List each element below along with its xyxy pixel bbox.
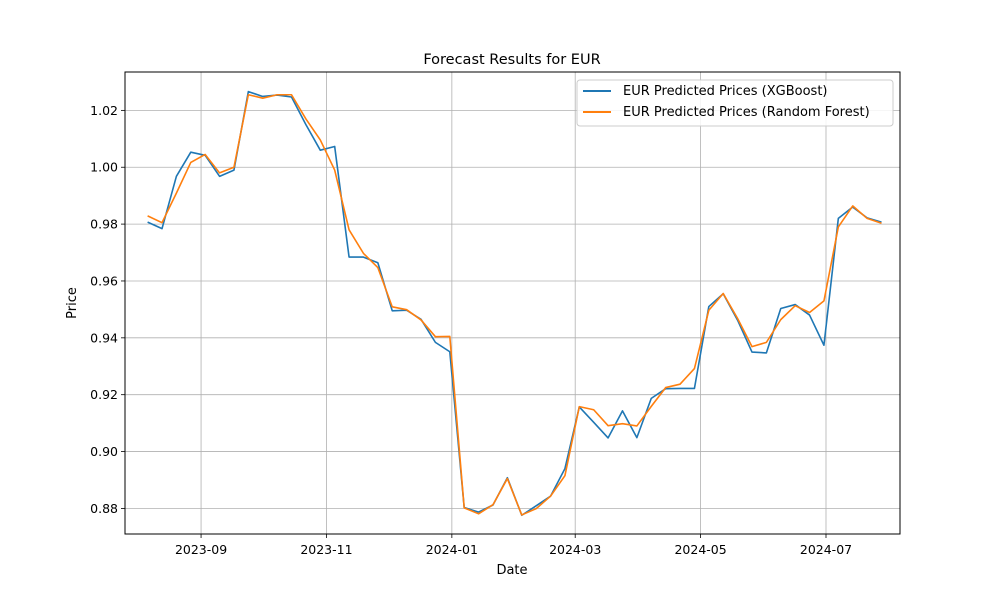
legend-box (576, 79, 894, 127)
series-layer (147, 90, 882, 517)
x-tick-label: 2024-01 (426, 542, 478, 557)
x-tick-label: 2024-03 (549, 542, 601, 557)
y-tick-label: 0.92 (90, 387, 118, 402)
x-tick-label: 2024-05 (674, 542, 726, 557)
plot-frame (124, 71, 901, 535)
x-tick-label: 2023-09 (175, 542, 227, 557)
y-axis-label: Price (65, 287, 80, 319)
y-tick-label: 0.88 (90, 501, 118, 516)
legend-label-random-forest: EUR Predicted Prices (Random Forest) (623, 105, 870, 120)
legend-label-xgboost: EUR Predicted Prices (XGBoost) (623, 84, 828, 99)
y-tick-label: 0.96 (90, 273, 118, 288)
legend: EUR Predicted Prices (XGBoost) EUR Predi… (576, 79, 894, 127)
x-axis-ticks: 2023-09 2023-11 2024-01 2024-03 2024-05 2024-… (175, 534, 852, 557)
random-forest-series-line (147, 93, 882, 516)
x-tick-label: 2023-11 (300, 542, 352, 557)
y-axis-ticks: 0.88 0.90 0.92 0.94 0.96 0.98 1.00 1.02 (90, 103, 125, 516)
x-tick-label: 2024-07 (800, 542, 852, 557)
chart-title: Forecast Results for EUR (423, 52, 600, 68)
y-tick-label: 1.00 (90, 160, 118, 175)
y-tick-label: 1.02 (90, 103, 118, 118)
x-axis-label: Date (496, 563, 527, 578)
y-tick-label: 0.90 (90, 444, 118, 459)
y-tick-label: 0.94 (90, 330, 118, 345)
y-tick-label: 0.98 (90, 217, 118, 232)
